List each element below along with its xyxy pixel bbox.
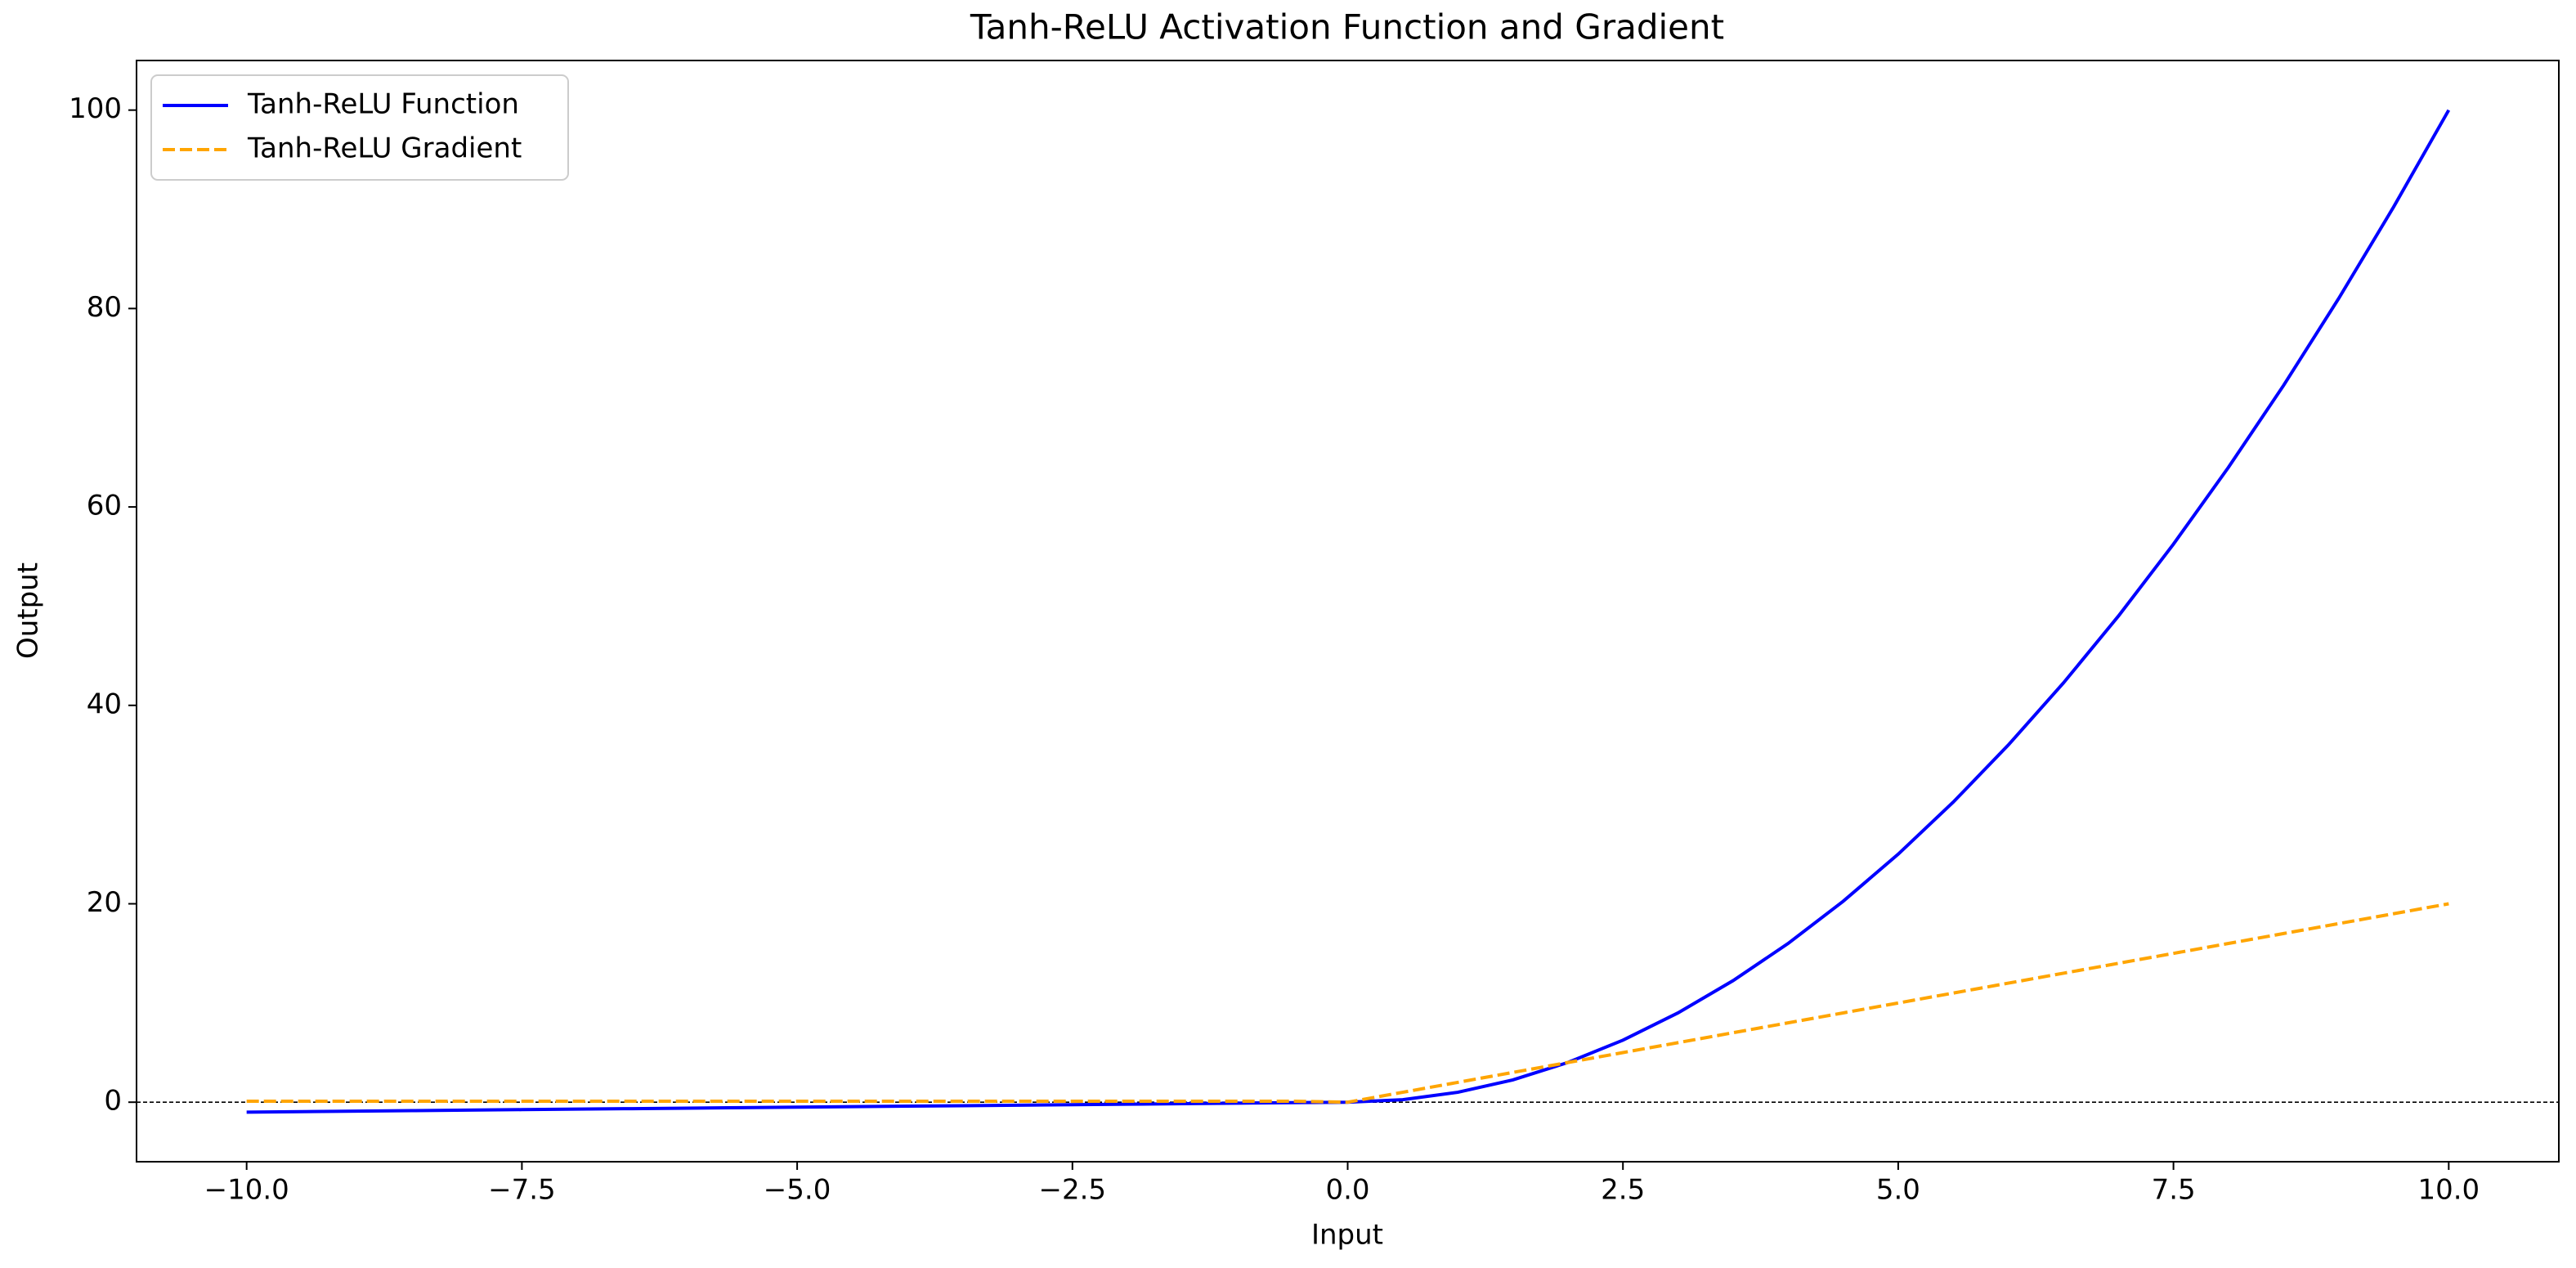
- x-tick-label: −5.0: [764, 1174, 831, 1207]
- x-tick-label: 2.5: [1601, 1174, 1645, 1207]
- y-tick-label: 20: [87, 886, 122, 919]
- series-line: [246, 902, 2449, 1104]
- x-tick-label: 10.0: [2417, 1174, 2480, 1207]
- x-tick-label: 7.5: [2152, 1174, 2196, 1207]
- x-tick-label: −10.0: [204, 1174, 289, 1207]
- series-line: [246, 109, 2451, 1114]
- y-tick-label: 0: [104, 1085, 122, 1118]
- chart-title: Tanh-ReLU Activation Function and Gradie…: [970, 7, 1724, 47]
- y-axis-label: Output: [12, 562, 45, 659]
- y-tick-label: 60: [87, 490, 122, 522]
- x-axis-label: Input: [1311, 1219, 1383, 1252]
- y-tick-label: 40: [87, 688, 122, 720]
- x-tick-label: −7.5: [488, 1174, 556, 1207]
- x-tick-label: −2.5: [1039, 1174, 1107, 1207]
- plot-frame: [136, 60, 2560, 1163]
- legend-label: Tanh-ReLU Function: [247, 88, 519, 121]
- y-tick-label: 80: [87, 291, 122, 324]
- legend-box: [150, 74, 569, 181]
- x-tick-label: 5.0: [1876, 1174, 1920, 1207]
- y-tick-label: 100: [69, 92, 122, 125]
- x-tick-label: 0.0: [1325, 1174, 1369, 1207]
- legend-label: Tanh-ReLU Gradient: [247, 132, 522, 165]
